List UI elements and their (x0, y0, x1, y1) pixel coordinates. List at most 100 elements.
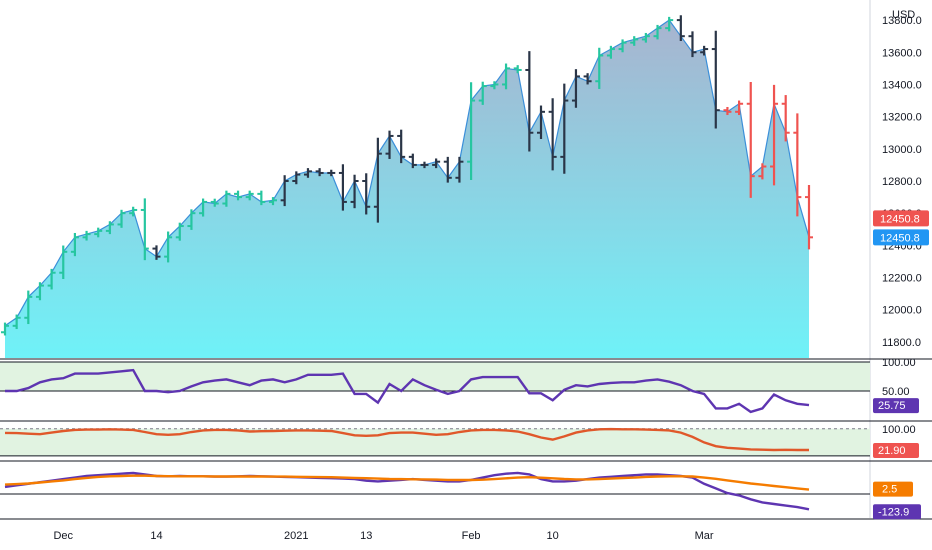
price-bar[interactable] (280, 175, 289, 207)
price-bar[interactable] (164, 231, 173, 263)
price-bar[interactable] (245, 190, 254, 201)
price-bar[interactable] (746, 82, 755, 198)
price-bar[interactable] (35, 282, 44, 301)
price-bars (1, 15, 813, 336)
price-bar[interactable] (665, 16, 674, 32)
price-bar[interactable] (502, 63, 511, 90)
price-tick-label: 13600.0 (882, 47, 922, 59)
osc1-value-tag (873, 398, 919, 414)
price-bar[interactable] (292, 171, 301, 185)
price-bar[interactable] (315, 168, 324, 177)
price-bar[interactable] (327, 169, 336, 177)
price-bar[interactable] (129, 206, 138, 217)
price-bar[interactable] (362, 173, 371, 215)
osc3-value-label-a: 2.5 (882, 484, 897, 496)
price-tick-label: 11800.0 (882, 337, 921, 349)
price-bar[interactable] (234, 190, 243, 201)
price-bar[interactable] (758, 163, 767, 180)
price-bar[interactable] (1, 322, 9, 336)
price-bar[interactable] (24, 290, 33, 325)
price-bar[interactable] (105, 221, 114, 235)
price-bar[interactable] (723, 106, 732, 116)
price-bar[interactable] (82, 230, 91, 241)
price-bar[interactable] (303, 168, 312, 178)
price-bar[interactable] (595, 47, 604, 89)
price-tick-label: 12200.0 (882, 273, 922, 285)
time-axis-label: Dec (53, 530, 73, 542)
price-bar[interactable] (653, 24, 662, 40)
price-bar[interactable] (140, 198, 149, 261)
osc1-value-label: 25.75 (878, 400, 906, 412)
price-bar[interactable] (618, 39, 627, 53)
price-bar[interactable] (408, 153, 417, 169)
price-bar[interactable] (548, 98, 557, 171)
price-bar[interactable] (117, 209, 126, 228)
price-bar[interactable] (199, 198, 208, 217)
price-bar[interactable] (397, 129, 406, 164)
osc2-band (0, 428, 870, 456)
price-bar[interactable] (711, 30, 720, 129)
price-bar[interactable] (455, 156, 464, 183)
price-bar[interactable] (688, 31, 697, 58)
time-axis-label: 10 (547, 530, 559, 542)
price-bar[interactable] (269, 197, 277, 206)
price-bar[interactable] (537, 105, 545, 140)
last-price-label-blue: 12450.8 (880, 232, 920, 244)
price-bar[interactable] (478, 81, 487, 105)
price-bar[interactable] (583, 73, 592, 85)
osc3-line-b (4, 474, 810, 491)
price-bar[interactable] (770, 84, 779, 186)
price-bar[interactable] (59, 245, 68, 279)
time-axis-label: 2021 (284, 530, 308, 542)
price-tick-label: 12800.0 (882, 176, 922, 188)
price-bar[interactable] (420, 161, 429, 169)
price-bar[interactable] (222, 190, 231, 207)
price-bar[interactable] (676, 15, 685, 42)
price-bar[interactable] (175, 222, 184, 241)
osc2-line (4, 427, 809, 452)
osc3-value-tag-a (873, 481, 913, 497)
osc1-tick-label: 100.00 (882, 357, 916, 369)
price-tick-label: 13800.0 (882, 15, 922, 27)
price-bar[interactable] (257, 190, 266, 206)
price-bar[interactable] (187, 209, 196, 230)
price-tick-label: 13200.0 (882, 112, 922, 124)
price-tick-label: 12000.0 (882, 305, 922, 317)
price-bar[interactable] (338, 164, 347, 211)
price-bar[interactable] (630, 36, 639, 46)
price-bar[interactable] (781, 95, 790, 142)
time-axis-label: Mar (695, 530, 714, 542)
price-bar[interactable] (525, 51, 534, 152)
price-bar[interactable] (735, 100, 744, 116)
price-bar[interactable] (432, 158, 441, 169)
price-bar[interactable] (641, 32, 650, 43)
osc1-band (0, 362, 870, 391)
price-bar[interactable] (490, 81, 499, 90)
time-axis-label: 14 (150, 530, 162, 542)
price-bar[interactable] (70, 232, 79, 257)
price-bar[interactable] (373, 137, 382, 223)
price-bar[interactable] (606, 45, 615, 59)
price-bar[interactable] (467, 82, 476, 181)
price-bar[interactable] (350, 174, 359, 209)
osc3-value-tag-b (873, 504, 921, 520)
time-axis-label: 13 (360, 530, 372, 542)
price-bar[interactable] (94, 227, 103, 238)
price-bar[interactable] (152, 245, 161, 260)
price-bar[interactable] (12, 314, 21, 330)
price-bar[interactable] (805, 185, 813, 250)
osc2-tick-label: 100.00 (882, 424, 916, 436)
price-bar[interactable] (571, 69, 580, 108)
price-bar[interactable] (700, 45, 709, 56)
price-bar[interactable] (443, 156, 452, 183)
price-bar[interactable] (793, 113, 802, 217)
price-bar[interactable] (210, 198, 219, 207)
osc1-line (5, 368, 810, 414)
price-tick-label: 13400.0 (882, 79, 922, 91)
price-bar[interactable] (385, 130, 394, 159)
price-bar[interactable] (560, 83, 569, 174)
price-bar[interactable] (513, 65, 522, 74)
price-bar[interactable] (47, 268, 56, 290)
price-line (4, 19, 810, 327)
